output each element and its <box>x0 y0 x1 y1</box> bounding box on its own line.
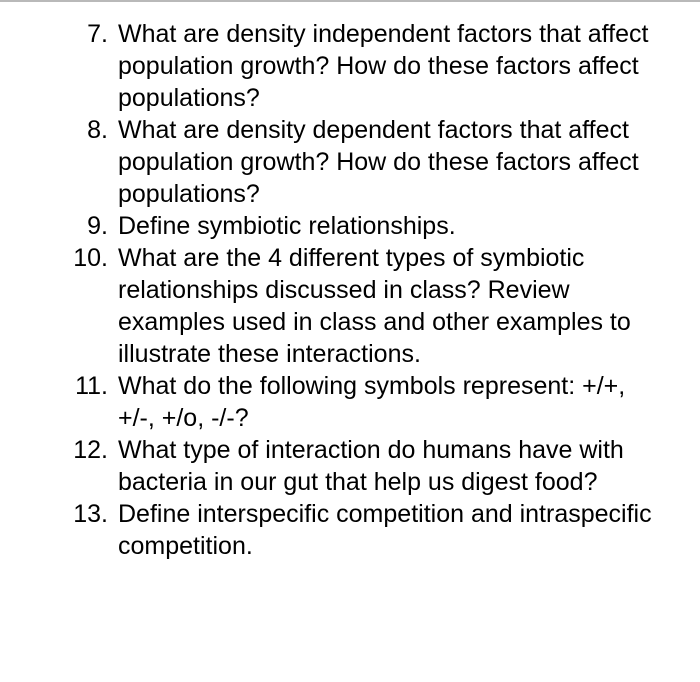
list-item: What type of interaction do humans have … <box>118 434 660 498</box>
list-item: Define interspecific competition and int… <box>118 498 660 562</box>
question-list: What are density independent factors tha… <box>40 18 660 562</box>
list-item: Define symbiotic relationships. <box>118 210 660 242</box>
list-item: What are density independent factors tha… <box>118 18 660 114</box>
list-item: What do the following symbols represent:… <box>118 370 660 434</box>
list-item: What are the 4 different types of symbio… <box>118 242 660 370</box>
document-page: What are density independent factors tha… <box>0 0 700 682</box>
list-item: What are density dependent factors that … <box>118 114 660 210</box>
